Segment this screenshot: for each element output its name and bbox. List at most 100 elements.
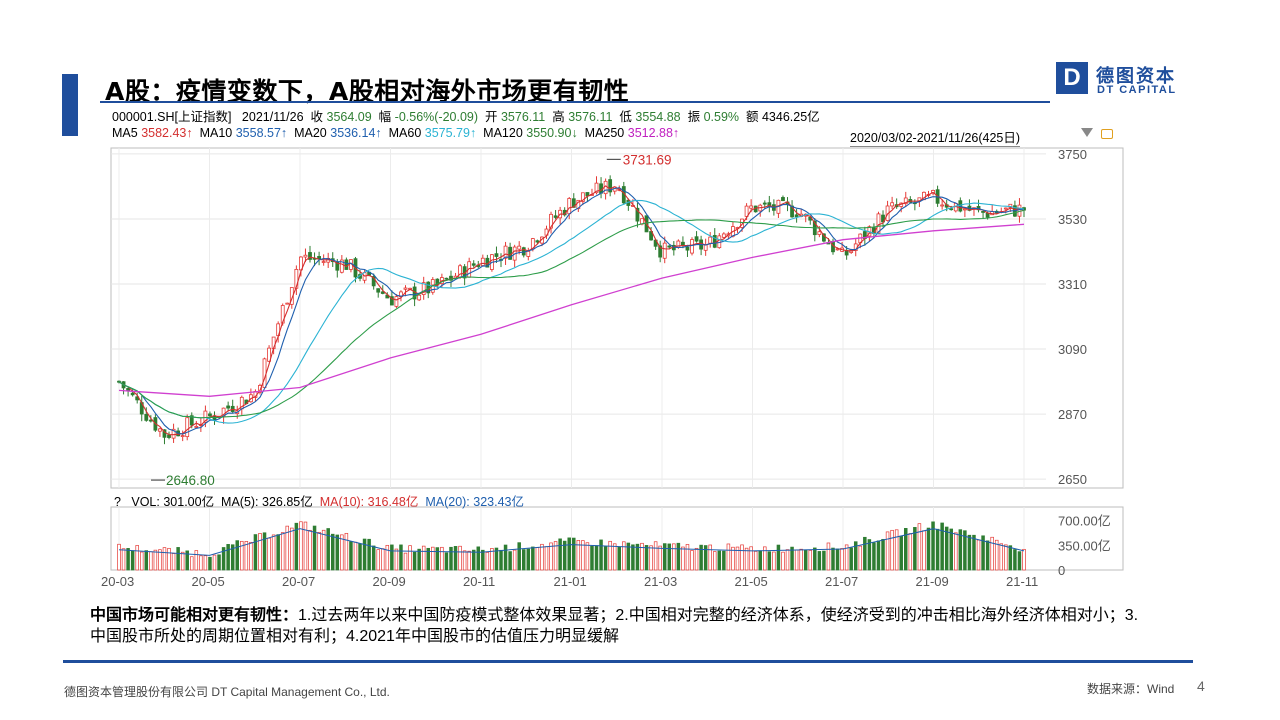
candle-body — [339, 259, 344, 273]
candle-body — [740, 218, 744, 228]
volume-bar — [703, 545, 708, 571]
volume-bar — [149, 551, 153, 571]
volume-bar — [321, 529, 326, 571]
help-icon[interactable]: ? — [114, 495, 121, 509]
volume-bar — [717, 550, 722, 571]
volume-bar — [467, 550, 471, 571]
candle-body — [821, 233, 826, 242]
low-label: 低 — [619, 110, 632, 124]
price-tick-label: 3530 — [1058, 212, 1087, 227]
price-tick-label: 3310 — [1058, 277, 1087, 292]
candle-body — [817, 231, 822, 235]
volume-bar — [913, 527, 917, 571]
volume-bar — [776, 544, 781, 571]
candle-body — [262, 358, 267, 388]
volume-bar — [290, 527, 294, 571]
volume-bar — [985, 540, 990, 571]
x-tick-label: 20-07 — [282, 574, 315, 589]
price-volume-chart: 3750 3530 3310 3090 2870 2650 700.00亿 350.00亿 0 2… — [101, 147, 1124, 589]
volume-bar — [385, 544, 390, 571]
volume-bar — [485, 552, 490, 571]
candle-body — [303, 254, 308, 258]
x-tick-label: 21-03 — [644, 574, 677, 589]
volume-legend: ? VOL: 301.00亿 MA(5): 326.85亿 MA(10): 31… — [114, 491, 524, 510]
volume-bar — [381, 548, 385, 571]
volume-bar — [521, 549, 526, 571]
candle-body — [649, 231, 653, 241]
volume-bar — [635, 543, 640, 571]
volume-bar — [167, 547, 171, 571]
ma60-label: MA60 — [388, 126, 422, 140]
ma250-line — [118, 223, 1025, 397]
volume-bar — [626, 542, 631, 571]
volume-bar — [785, 549, 790, 571]
candle-body — [962, 208, 967, 211]
volume-bar — [1013, 549, 1017, 571]
candle-body — [662, 242, 667, 259]
x-tick-label: 20-11 — [463, 574, 495, 589]
volume-bar — [908, 533, 913, 571]
grid — [110, 147, 1124, 571]
volume-bar — [694, 547, 699, 571]
volume-bar — [881, 538, 885, 571]
candle-body — [1003, 207, 1008, 210]
volume-bar — [876, 540, 881, 571]
volume-bar — [139, 551, 144, 571]
date-range-selector[interactable]: 2020/03/02-2021/11/26(425日) — [850, 127, 1021, 147]
x-tick-label: 21-09 — [916, 574, 949, 589]
volume-tick-label: 0 — [1058, 563, 1065, 578]
amp-value: 0.59% — [703, 110, 740, 124]
price-tick-label: 2650 — [1058, 472, 1087, 487]
lock-icon[interactable] — [1101, 129, 1113, 139]
volume-bar — [330, 533, 335, 571]
price-tick-label: 2870 — [1058, 407, 1087, 422]
candle-body — [526, 251, 531, 257]
volume-bar — [685, 544, 690, 571]
volume-bar — [162, 547, 167, 571]
volume-bar — [885, 531, 890, 571]
candle-body — [708, 236, 713, 244]
price-tick-label: 3090 — [1058, 342, 1087, 357]
volume-bar — [890, 529, 894, 571]
candle-body — [549, 213, 553, 229]
high-value: 3576.11 — [568, 110, 613, 124]
volume-bar — [276, 534, 280, 571]
candle-body — [749, 205, 754, 209]
volume-bar — [426, 547, 430, 571]
volume-bar — [194, 550, 199, 571]
candle-body — [594, 182, 599, 194]
dropdown-icon[interactable] — [1081, 128, 1093, 137]
volume-bar — [353, 541, 358, 571]
volume-bar — [271, 534, 276, 571]
ma10-label: MA10 — [199, 126, 233, 140]
volume-bar — [813, 547, 817, 571]
description-bold: 中国市场可能相对更有韧性： — [90, 607, 299, 624]
x-tick-label: 21-07 — [825, 574, 858, 589]
candle-body — [471, 263, 476, 266]
candle-body — [299, 256, 303, 271]
price-tick-label: 3750 — [1058, 147, 1087, 162]
volume-bar — [722, 550, 726, 571]
volume-bar — [767, 551, 772, 571]
volume-bar — [681, 546, 685, 571]
open-value: 3576.11 — [500, 110, 546, 124]
volume-bar — [235, 540, 239, 571]
candle-body — [553, 215, 558, 218]
candle-body — [226, 405, 231, 409]
volume-bar — [844, 544, 849, 571]
annotations: 3731.69 2646.80 — [151, 152, 672, 488]
volume-bar — [576, 540, 581, 571]
volume-bar — [644, 545, 649, 571]
volume-bar — [917, 523, 922, 571]
x-tick-label: 21-11 — [1006, 574, 1038, 589]
candle-body — [371, 276, 376, 287]
volume-bar — [840, 548, 844, 571]
high-annotation: 3731.69 — [623, 152, 672, 167]
description: 中国市场可能相对更有韧性：1.过去两年以来中国防疫模式整体效果显著；2.中国相对… — [90, 605, 1150, 647]
footer-company: 德图资本管理股份有限公司 DT Capital Management Co., … — [64, 685, 390, 699]
volume-bar — [662, 543, 667, 571]
x-tick-label: 21-01 — [554, 574, 587, 589]
volume-bar — [858, 545, 863, 571]
volume-bar — [285, 525, 290, 571]
volume-bar — [449, 546, 453, 571]
